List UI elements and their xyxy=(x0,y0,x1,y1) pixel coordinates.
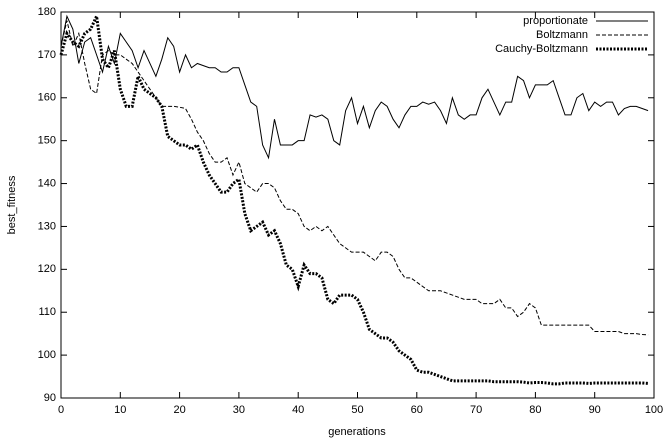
legend-label: Boltzmann xyxy=(536,29,588,41)
x-tick-label: 70 xyxy=(470,404,482,416)
y-tick-label: 120 xyxy=(38,263,56,275)
y-tick-label: 180 xyxy=(38,6,56,18)
series-line xyxy=(60,14,649,160)
x-tick-label: 100 xyxy=(645,404,663,416)
x-tick-label: 80 xyxy=(529,404,541,416)
y-tick-label: 100 xyxy=(38,349,56,361)
x-tick-label: 60 xyxy=(411,404,423,416)
legend-label: proportionate xyxy=(523,15,588,27)
plot-frame xyxy=(60,11,655,399)
y-tick-label: 150 xyxy=(38,135,56,147)
x-tick-label: 50 xyxy=(351,404,363,416)
series-line xyxy=(59,11,649,386)
series-line xyxy=(60,20,649,336)
x-tick-label: 30 xyxy=(233,404,245,416)
y-tick-label: 140 xyxy=(38,177,56,189)
y-tick-label: 130 xyxy=(38,220,56,232)
y-tick-label: 160 xyxy=(38,92,56,104)
y-axis-label: best_fitness xyxy=(6,175,18,234)
y-tick-label: 90 xyxy=(44,392,56,404)
x-tick-label: 90 xyxy=(589,404,601,416)
x-axis-label: generations xyxy=(328,426,386,438)
y-tick-label: 110 xyxy=(38,306,56,318)
x-tick-label: 0 xyxy=(58,404,64,416)
y-tick-label: 170 xyxy=(38,49,56,61)
x-tick-label: 20 xyxy=(173,404,185,416)
x-tick-label: 40 xyxy=(292,404,304,416)
x-tick-label: 10 xyxy=(114,404,126,416)
legend-label: Cauchy-Boltzmann xyxy=(495,43,588,55)
